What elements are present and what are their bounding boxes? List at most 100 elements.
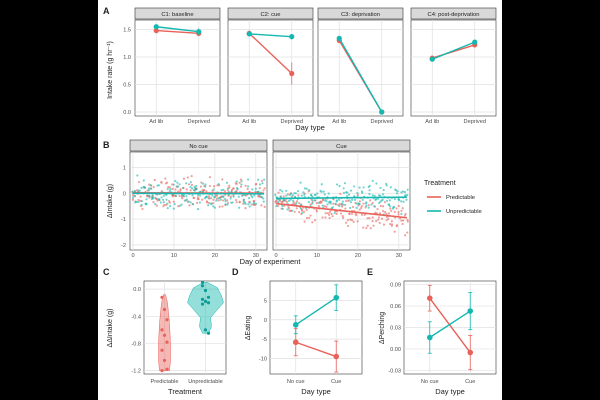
b-scatter-point bbox=[181, 197, 184, 200]
b-scatter-point bbox=[262, 200, 265, 203]
b-scatter-point bbox=[242, 202, 245, 205]
e-y-axis-title: ΔPerching bbox=[379, 312, 386, 344]
a-data-point bbox=[379, 109, 385, 115]
b-scatter-point bbox=[362, 186, 365, 189]
b-scatter-point bbox=[168, 190, 171, 193]
b-scatter-point bbox=[212, 188, 215, 191]
b-scatter-point bbox=[147, 189, 151, 192]
b-scatter-point bbox=[137, 189, 140, 192]
b-scatter-point bbox=[137, 198, 140, 202]
b-scatter-point bbox=[239, 185, 243, 188]
b-scatter-point bbox=[356, 191, 359, 195]
b-scatter-point bbox=[165, 181, 169, 184]
b-scatter-point bbox=[297, 194, 300, 197]
b-scatter-point bbox=[346, 224, 350, 228]
b-scatter-point bbox=[232, 187, 236, 190]
b-y-axis-title: ΔIntake (g) bbox=[107, 184, 114, 218]
b-scatter-point bbox=[263, 205, 266, 208]
d-series-line bbox=[295, 341, 337, 358]
b-scatter-point bbox=[366, 217, 369, 220]
c-data-point bbox=[203, 288, 208, 293]
b-scatter-point bbox=[246, 185, 250, 188]
b-scatter-point bbox=[302, 210, 306, 213]
b-xtick-label: 10 bbox=[171, 253, 177, 259]
b-scatter-point bbox=[382, 188, 385, 192]
b-scatter-point bbox=[148, 195, 151, 198]
e-series-line bbox=[429, 310, 471, 339]
b-scatter-point bbox=[136, 174, 139, 177]
b-scatter-point bbox=[182, 177, 186, 180]
b-scatter-point bbox=[235, 201, 238, 204]
b-scatter-point bbox=[377, 216, 381, 219]
b-scatter-point bbox=[140, 186, 143, 189]
b-scatter-point bbox=[343, 203, 347, 207]
b-scatter-point bbox=[342, 203, 345, 206]
b-scatter-point bbox=[190, 175, 193, 178]
b-scatter-point bbox=[334, 202, 337, 205]
a-xtick-label: Deprived bbox=[464, 119, 486, 125]
d-data-point bbox=[292, 321, 299, 328]
b-scatter-point bbox=[162, 200, 165, 204]
b-scatter-point bbox=[373, 205, 376, 208]
a-xtick-label: Ad lib bbox=[149, 119, 163, 125]
e-x-axis-title: Day type bbox=[435, 387, 465, 396]
b-scatter-point bbox=[235, 180, 238, 183]
b-scatter-point bbox=[393, 210, 396, 214]
a-x-axis-title: Day type bbox=[295, 123, 325, 132]
b-scatter-point bbox=[368, 217, 371, 220]
b-scatter-point bbox=[251, 188, 254, 191]
c-data-point bbox=[165, 318, 169, 322]
b-scatter-point bbox=[205, 200, 208, 203]
c-data-point bbox=[203, 328, 208, 332]
b-scatter-point bbox=[189, 185, 192, 189]
a-facet-strip bbox=[134, 7, 221, 20]
b-scatter-point bbox=[174, 188, 177, 191]
b-scatter-point bbox=[400, 212, 403, 216]
a-xtick-label: Deprived bbox=[371, 119, 393, 125]
b-scatter-point bbox=[335, 183, 339, 186]
a-facet-strip bbox=[227, 7, 314, 20]
b-scatter-point bbox=[199, 185, 202, 188]
b-scatter-point bbox=[200, 198, 204, 201]
c-xtick-label: Predictable bbox=[151, 379, 179, 385]
b-scatter-point bbox=[287, 205, 290, 208]
b-scatter-point bbox=[211, 194, 214, 197]
b-scatter-point bbox=[300, 194, 303, 197]
b-scatter-point bbox=[194, 188, 198, 191]
b-scatter-point bbox=[401, 222, 404, 226]
b-scatter-point bbox=[390, 209, 393, 212]
d-y-axis-title: ΔEating bbox=[245, 316, 252, 341]
b-scatter-point bbox=[285, 189, 288, 192]
b-scatter-point bbox=[342, 187, 345, 190]
b-scatter-point bbox=[368, 199, 372, 202]
b-scatter-point bbox=[205, 196, 208, 199]
b-scatter-point bbox=[224, 203, 227, 206]
b-scatter-point bbox=[200, 181, 203, 184]
b-scatter-point bbox=[305, 208, 308, 212]
b-scatter-point bbox=[141, 207, 144, 210]
b-scatter-point bbox=[403, 214, 407, 217]
b-scatter-point bbox=[308, 188, 311, 192]
b-legend-title: Treatment bbox=[424, 180, 456, 187]
b-scatter-point bbox=[375, 220, 378, 223]
b-scatter-point bbox=[360, 204, 363, 208]
a-ytick-label: 0.5 bbox=[123, 83, 131, 89]
b-scatter-point bbox=[274, 193, 277, 196]
d-ytick-label: 0 bbox=[264, 318, 267, 324]
b-scatter-point bbox=[402, 200, 405, 203]
b-fit-line-unpredictable bbox=[275, 196, 408, 200]
b-scatter-point bbox=[250, 203, 253, 206]
b-scatter-point bbox=[400, 200, 403, 203]
b-scatter-point bbox=[356, 193, 359, 197]
b-scatter-point bbox=[374, 198, 377, 202]
d-data-point bbox=[333, 294, 340, 301]
b-scatter-point bbox=[225, 181, 229, 184]
b-scatter-point bbox=[168, 205, 172, 208]
panel-letter-d: D bbox=[232, 267, 239, 277]
b-scatter-point bbox=[257, 178, 260, 181]
b-scatter-point bbox=[321, 216, 324, 219]
b-scatter-point bbox=[160, 196, 163, 199]
b-scatter-point bbox=[328, 216, 331, 220]
b-scatter-point bbox=[275, 199, 278, 202]
b-scatter-point bbox=[353, 198, 357, 201]
